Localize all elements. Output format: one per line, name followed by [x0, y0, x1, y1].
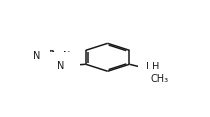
Text: CH₃: CH₃ [151, 74, 169, 84]
Text: N: N [146, 62, 154, 72]
Text: N: N [57, 61, 65, 71]
Text: H: H [152, 62, 160, 72]
Text: N: N [63, 51, 71, 61]
Text: N: N [33, 51, 40, 61]
